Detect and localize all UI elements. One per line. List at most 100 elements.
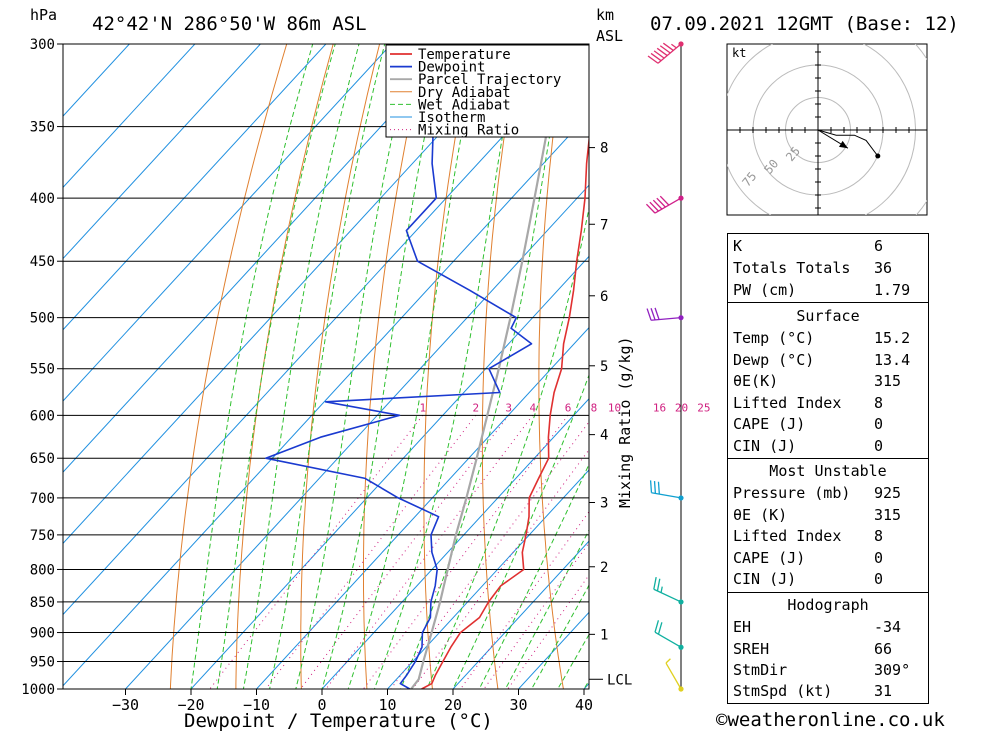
- wet-adiabat-line: [373, 44, 520, 689]
- legend-entry: Isotherm: [418, 110, 485, 126]
- pressure-tick-label: 900: [30, 626, 55, 642]
- pressure-tick-label: 800: [30, 562, 55, 578]
- hodograph-panel: Hodograph EH -34 SREH 66 StmDir 309° StmSpd…: [727, 592, 929, 704]
- isotherm-line: [321, 398, 589, 689]
- storm-motion-arrowhead: [839, 140, 848, 149]
- surface-panel: Surface Temp (°C) 15.2 Dewp (°C) 13.4 θE(K…: [727, 302, 929, 459]
- height-tick-label: 7: [600, 217, 608, 233]
- isotherm-line: [63, 44, 196, 189]
- location-title: 42°42'N 286°50'W 86m ASL: [92, 13, 367, 35]
- wind-barb-feather: [656, 578, 661, 592]
- wind-barb-feather: [662, 42, 674, 51]
- y-axis-label: Mixing Ratio (g/kg): [616, 336, 634, 508]
- hodo-row: SREH 66: [733, 640, 893, 658]
- height-unit: km: [596, 6, 614, 24]
- x-axis-label: Dewpoint / Temperature (°C): [184, 710, 493, 732]
- wind-barb-feather: [657, 622, 663, 635]
- wind-barb-feather: [650, 308, 656, 321]
- isotherm-line: [190, 255, 589, 689]
- wind-barb-feather: [656, 47, 668, 57]
- hodo-row: EH -34: [733, 618, 902, 636]
- surface-row: Temp (°C) 15.2: [733, 329, 911, 347]
- wind-profile: [645, 41, 684, 692]
- surface-row: CAPE (J) 0: [733, 415, 884, 433]
- mixing-ratio-label: 3: [505, 401, 512, 414]
- wind-barb-feather: [671, 43, 677, 49]
- wind-barb-feather: [653, 50, 665, 59]
- height-tick-label: 1: [600, 627, 608, 643]
- wind-level-dot: [678, 195, 684, 201]
- mixing-ratio-label: 6: [565, 401, 572, 414]
- footer-credit: ©weatheronline.co.uk: [716, 709, 945, 731]
- thermo-grid: [63, 26, 1000, 715]
- temperature-tick-label: −20: [177, 696, 204, 714]
- legend-entry: Temperature: [418, 47, 511, 63]
- isotherm-line: [255, 326, 589, 689]
- pressure-tick-label: 500: [30, 311, 55, 327]
- wind-barb: [665, 662, 682, 690]
- pressure-tick-label: 350: [30, 120, 55, 136]
- legend-box: [385, 44, 590, 138]
- wind-barb-feather: [653, 481, 657, 494]
- temperature-line: [421, 133, 589, 689]
- dry-adiabat-line: [363, 44, 427, 689]
- mixing-ratio-label: 4: [529, 401, 536, 414]
- mixing-ratio-line: [209, 414, 424, 689]
- surface-row: Lifted Index 8: [733, 394, 884, 412]
- isotherm-line: [452, 540, 589, 689]
- dry-adiabat-line: [423, 44, 473, 689]
- mixing-ratio-label: 25: [697, 401, 710, 414]
- surface-row: Dewp (°C) 13.4: [733, 351, 911, 369]
- dry-adiabat-line: [235, 44, 334, 689]
- wind-barb: [651, 492, 682, 499]
- datetime-title: 07.09.2021 12GMT (Base: 12): [650, 13, 959, 35]
- wind-barb-feather: [649, 201, 659, 212]
- dry-adiabat-line: [481, 44, 520, 689]
- mixing-ratio-label: 1: [419, 401, 426, 414]
- pressure-tick-label: 700: [30, 491, 55, 507]
- dewpoint-line: [265, 44, 533, 689]
- dry-adiabat-line: [982, 26, 1000, 715]
- mixing-ratio-label: 8: [591, 401, 598, 414]
- pressure-tick-label: 300: [30, 37, 55, 53]
- height-tick-label: 8: [600, 141, 608, 157]
- mixing-ratio-line: [362, 414, 569, 689]
- axis-labels: 3003504004505005506006507007508008509009…: [21, 37, 632, 714]
- mixing-ratio-line: [325, 414, 534, 689]
- pressure-tick-label: 600: [30, 408, 55, 424]
- wind-barb-feather: [654, 307, 660, 320]
- pressure-tick-label: 650: [30, 451, 55, 467]
- wind-barb: [654, 197, 682, 214]
- wind-barb-feather: [657, 481, 660, 495]
- wet-adiabat-line: [190, 44, 314, 689]
- isotherm-line: [63, 44, 262, 260]
- mixing-ratio-line: [483, 541, 589, 689]
- hodograph-unit: kt: [732, 46, 746, 60]
- wind-barb-feather: [660, 586, 663, 593]
- surface-row: CIN (J) 0: [733, 437, 884, 455]
- isotherm-line: [63, 44, 458, 473]
- wet-adiabat-line: [426, 205, 589, 689]
- pressure-tick-label: 950: [30, 655, 55, 671]
- temperature-tick-label: 20: [444, 696, 462, 714]
- wet-adiabat-line: [321, 44, 445, 689]
- mixing-ratio-line: [412, 448, 589, 689]
- dry-adiabat-line: [647, 26, 701, 715]
- wind-barb-feather: [654, 620, 660, 633]
- pressure-tick-label: 450: [30, 254, 55, 270]
- isotherm-line: [63, 44, 393, 402]
- wet-adiabat-line: [216, 44, 336, 689]
- pressure-tick-label: 550: [30, 362, 55, 378]
- height-tick-label: 6: [600, 289, 608, 305]
- isotherm-line: [63, 44, 131, 117]
- temperature-tick-label: −30: [112, 696, 139, 714]
- profile-lines: [265, 44, 589, 689]
- wind-barb: [651, 317, 682, 321]
- mu-row: θE (K) 315: [733, 506, 902, 524]
- mixing-ratio-labels: 12346810162025: [419, 401, 710, 414]
- legend-entry: Parcel Trajectory: [418, 72, 561, 88]
- mixing-ratio-line: [265, 414, 477, 689]
